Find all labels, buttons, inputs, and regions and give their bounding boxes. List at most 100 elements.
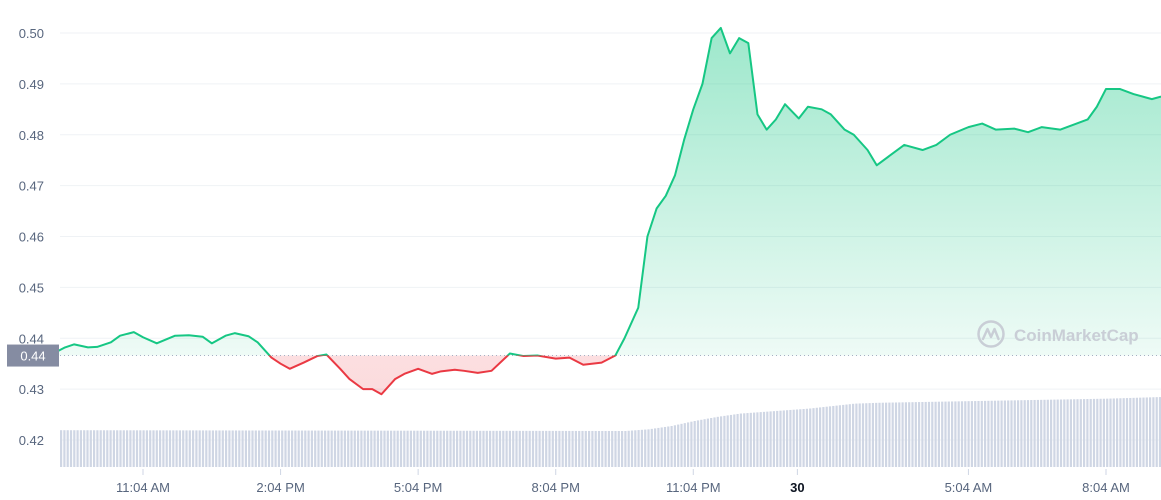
volume-bar (386, 430, 389, 467)
volume-bar (1033, 399, 1036, 467)
volume-bar (347, 430, 350, 467)
volume-bar (601, 430, 604, 467)
volume-bar (812, 408, 815, 467)
volume-bar (168, 430, 172, 467)
x-tick-label: 5:04 AM (945, 480, 993, 495)
volume-bar (875, 402, 878, 467)
volume-bar (1053, 399, 1056, 467)
volume-bar (680, 423, 683, 467)
y-tick-label: 0.48 (19, 128, 44, 143)
volume-bar (109, 430, 112, 467)
volume-bar (663, 426, 667, 467)
volume-bar (993, 400, 997, 467)
volume-bar (172, 430, 175, 467)
volume-bar (934, 401, 937, 467)
volume-bar (1092, 398, 1096, 467)
volume-bar (660, 427, 663, 467)
volume-bar (132, 430, 135, 467)
volume-bar (1073, 399, 1076, 467)
volume-bar (1106, 398, 1109, 467)
volume-bar (772, 411, 775, 467)
volume-bar (102, 430, 106, 467)
volume-bar (357, 430, 360, 467)
volume-bar (578, 430, 581, 467)
volume-bar (921, 401, 924, 467)
volume-bar (419, 430, 422, 467)
volume-bar (802, 409, 805, 467)
volume-bar (376, 430, 379, 467)
volume-bar (409, 430, 412, 467)
volume-bar (1020, 400, 1023, 467)
volume-bar (284, 430, 287, 467)
volume-bar (611, 430, 614, 467)
volume-bar (535, 430, 538, 467)
volume-bar (1013, 400, 1016, 467)
volume-bar (456, 430, 459, 467)
volume-bar (1102, 398, 1105, 467)
volume-bar (304, 430, 307, 467)
volume-bar (337, 430, 340, 467)
volume-bar (139, 430, 142, 467)
volume-bar (241, 430, 244, 467)
volume-bar (822, 407, 825, 467)
volume-bar (1116, 398, 1119, 467)
volume-bar (795, 409, 799, 467)
volume-bar (502, 430, 505, 467)
volume-bar (964, 401, 967, 467)
x-tick-label: 30 (790, 480, 804, 495)
volume-bar (182, 430, 185, 467)
volume-bar (848, 404, 851, 467)
volume-bar (1003, 400, 1006, 467)
volume-bar (1125, 398, 1129, 467)
volume-bar (152, 430, 155, 467)
volume-bar (452, 430, 455, 467)
volume-bar (1063, 399, 1066, 467)
volume-bar (637, 430, 640, 467)
volume-bar (406, 430, 409, 467)
volume-bar (300, 430, 304, 467)
volume-bar (112, 430, 115, 467)
volume-bar (670, 425, 673, 467)
volume-bar (984, 400, 987, 467)
volume-bar (1158, 397, 1161, 467)
volume-bar (588, 430, 591, 467)
current-price-label: 0.44 (20, 349, 45, 364)
volume-bar (314, 430, 317, 467)
volume-bar (423, 430, 426, 467)
volume-bar (947, 401, 950, 467)
price-line-up (35, 26, 1161, 356)
volume-bar (1007, 400, 1010, 467)
watermark-text: CoinMarketCap (1014, 326, 1139, 345)
volume-bar (465, 430, 469, 467)
volume-bar (855, 403, 858, 467)
volume-bar (838, 405, 841, 467)
volume-bar (624, 430, 627, 467)
volume-bar (729, 414, 733, 467)
y-tick-label: 0.42 (19, 433, 44, 448)
volume-bar (885, 402, 888, 467)
volume-bar (142, 430, 145, 467)
volume-bar (327, 430, 330, 467)
volume-bar (89, 430, 92, 467)
y-tick-label: 0.47 (19, 179, 44, 194)
volume-bar (951, 401, 954, 467)
volume-bar (482, 430, 485, 467)
volume-bar (1056, 399, 1059, 467)
volume-bar (297, 430, 300, 467)
volume-bar (333, 430, 337, 467)
volume-bar (370, 430, 373, 467)
volume-bar (324, 430, 327, 467)
volume-bar (508, 430, 511, 467)
volume-bar (786, 410, 789, 467)
volume-bar (432, 430, 436, 467)
price-area-fill (35, 27, 1161, 395)
volume-bar (677, 424, 680, 467)
volume-bar (759, 412, 762, 467)
volume-bar (178, 430, 181, 467)
volume-bar (1129, 397, 1132, 467)
volume-bar (218, 430, 221, 467)
y-tick-label: 0.43 (19, 382, 44, 397)
volume-bar (1010, 400, 1013, 467)
